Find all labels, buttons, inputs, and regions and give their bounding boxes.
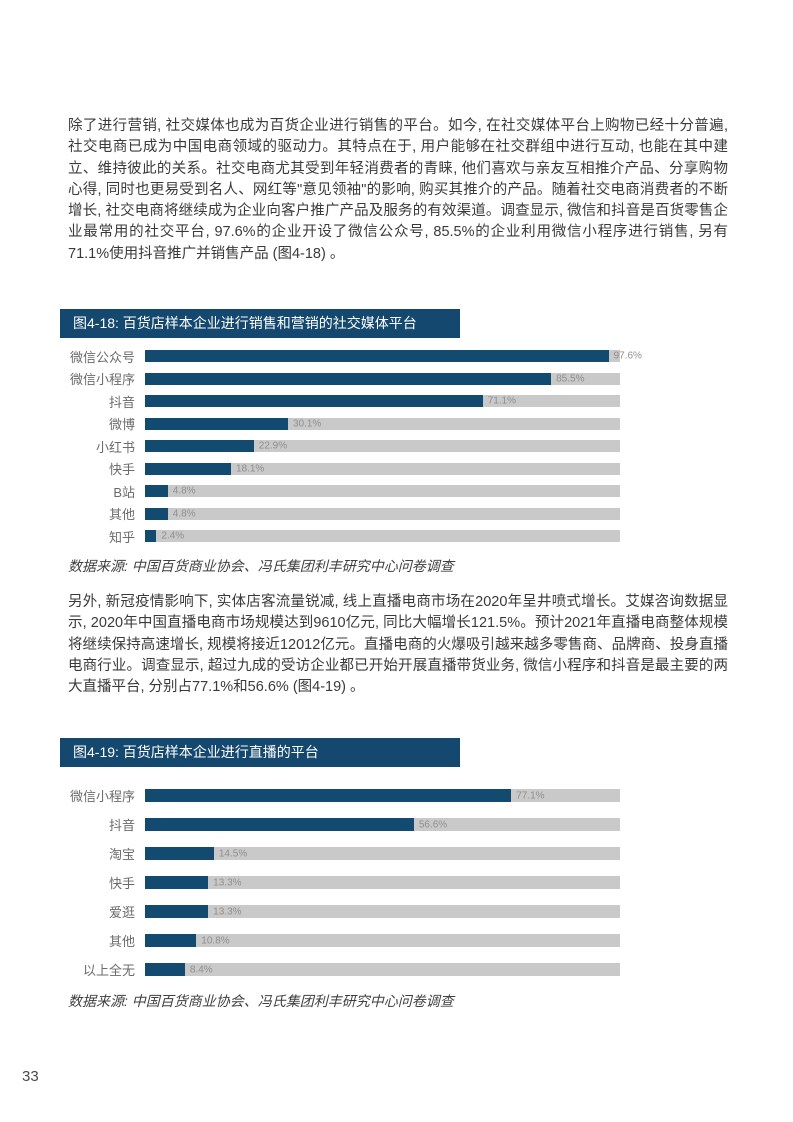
figure-19-source: 数据来源: 中国百货商业协会、冯氏集团利丰研究中心问卷调查 [68,993,454,1009]
category-label: 微信小程序 [69,789,135,804]
value-label: 4.8% [172,485,196,497]
figure-19-title: 图4-19: 百货店样本企业进行直播的平台 [73,744,319,760]
value-label: 85.5% [556,373,585,385]
value-label: 77.1% [516,790,545,801]
value-label: 14.5% [218,848,248,859]
figure-18-bar-chart: 微信公众号 97.6% 微信小程序 85.5% 抖音 71.1% 微博 30.1% 小红书 22.… [60,345,642,548]
chart-row: 其他 10.8% [60,926,622,955]
value-label: 2.4% [161,530,185,542]
page-number: 33 [22,1068,39,1085]
value-label: 13.3% [213,877,242,888]
bar-track: 56.6% [145,818,620,831]
value-label: 30.1% [292,418,322,430]
figure-19-bar-chart: 微信小程序 77.1% 抖音 56.6% 淘宝 14.5% 快手 13.3% 爱逛 13.3% 其他… [60,781,622,984]
chart-row: 知乎 2.4% [60,525,622,548]
bar-track: 4.8% [145,507,620,520]
bar-track: 85.5% [145,372,620,385]
bar [145,395,483,408]
category-label: 其他 [108,934,135,949]
chart-row: 抖音 71.1% [60,390,622,413]
bar-track: 4.8% [145,485,620,498]
value-label: 4.8% [172,508,196,520]
category-label: 抖音 [108,818,135,833]
bar-track: 13.3% [145,876,620,889]
chart-row: 淘宝 14.5% [60,839,622,868]
chart-row: 其他 4.8% [60,503,622,526]
bar [145,530,157,543]
category-label: 以上全无 [82,963,135,978]
chart-row: 爱逛 13.3% [60,897,622,926]
bar-track: 30.1% [145,417,620,430]
category-label: 小红书 [95,439,135,455]
bar [145,905,209,918]
value-label: 8.4% [189,964,213,975]
value-label: 56.6% [418,819,448,830]
value-label: 71.1% [487,395,517,407]
figure-18-title: 图4-18: 百货店样本企业进行销售和营销的社交媒体平台 [73,315,417,331]
chart-row: B站 4.8% [60,480,622,503]
bar-track: 18.1% [145,462,620,475]
bar [145,507,168,520]
category-label: 其他 [108,507,135,523]
value-label: 13.3% [213,906,242,917]
value-label: 10.8% [201,935,230,946]
bar-track: 10.8% [145,934,620,947]
paragraph-livestream-ecommerce: 另外, 新冠疫情影响下, 实体店客流量锐减, 线上直播电商市场在2020年呈井喷… [68,594,728,696]
category-label: 快手 [108,462,135,478]
category-label: 微信小程序 [69,372,135,388]
chart-row: 微信小程序 77.1% [60,781,622,810]
category-label: 快手 [108,876,135,891]
category-label: 淘宝 [108,847,135,862]
bar [145,350,609,363]
bar-track: 2.4% [145,530,620,543]
bar [145,440,254,453]
bar-track: 71.1% [145,395,620,408]
paragraph-social-commerce: 除了进行营销, 社交媒体也成为百货企业进行销售的平台。如今, 在社交媒体平台上购… [68,118,728,262]
figure-18-title-banner: 图4-18: 百货店样本企业进行销售和营销的社交媒体平台 [60,309,460,338]
category-label: 知乎 [108,529,135,545]
category-label: 抖音 [108,394,135,410]
bar [145,417,288,430]
category-label: B站 [113,484,135,500]
bar [145,789,512,802]
bar-track: 14.5% [145,847,620,860]
figure-18-source: 数据来源: 中国百货商业协会、冯氏集团利丰研究中心问卷调查 [68,558,454,574]
bar [145,847,214,860]
chart-row: 抖音 56.6% [60,810,622,839]
bar [145,876,209,889]
chart-row: 小红书 22.9% [60,435,622,458]
chart-row: 以上全无 8.4% [60,955,622,984]
bar [145,485,168,498]
chart-row: 微信小程序 85.5% [60,368,622,391]
category-label: 微博 [108,417,135,433]
bar [145,934,197,947]
bar-track: 8.4% [145,963,620,976]
chart-row: 快手 18.1% [60,458,622,481]
value-label: 22.9% [258,440,288,452]
bar [145,963,185,976]
bar-track: 77.1% [145,789,620,802]
bar [145,462,231,475]
bar-track: 22.9% [145,440,620,453]
category-label: 爱逛 [108,905,135,920]
bar [145,818,414,831]
figure-19-title-banner: 图4-19: 百货店样本企业进行直播的平台 [60,738,460,767]
category-label: 微信公众号 [69,349,135,365]
value-label: 18.1% [235,463,265,475]
chart-row: 微博 30.1% [60,413,622,436]
chart-row: 快手 13.3% [60,868,622,897]
bar-track: 97.6% [145,350,642,363]
bar [145,372,552,385]
value-label: 97.6% [613,350,642,362]
chart-row: 微信公众号 97.6% [60,345,642,368]
bar-track: 13.3% [145,905,620,918]
